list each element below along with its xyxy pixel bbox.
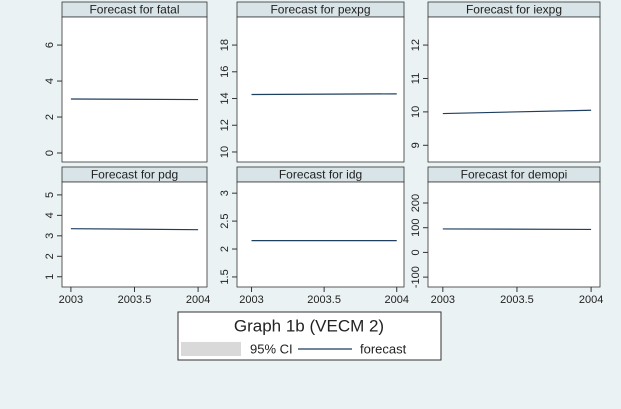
y-tick-label: 1 (44, 274, 56, 280)
y-tick-label: 10 (410, 106, 422, 118)
panel-title: Forecast for pexpg (270, 3, 370, 17)
y-tick-label: 5 (44, 192, 56, 198)
y-tick-label: 3 (44, 233, 56, 239)
forecast-line (251, 93, 397, 96)
panel-title: Forecast for demopi (461, 168, 568, 182)
plot-area (427, 181, 601, 288)
panel-title: Forecast for fatal (89, 3, 179, 17)
y-tick-label: 6 (44, 42, 56, 48)
y-tick-label: 1.5 (219, 269, 231, 284)
y-tick-label: 10 (219, 146, 231, 158)
y-tick-label: 2 (44, 114, 56, 120)
forecast-line (70, 228, 199, 231)
x-tick-label: 2003.5 (500, 294, 534, 306)
y-tick-label: 16 (219, 66, 231, 78)
y-tick-label: 4 (44, 212, 56, 218)
plot-area (427, 16, 601, 163)
legend-label: 95% CI (250, 341, 293, 356)
panel-title: Forecast for iexpg (466, 3, 562, 17)
x-tick-label: 2003.5 (307, 294, 341, 306)
x-tick-label: 2003 (431, 294, 455, 306)
y-tick-label: 2.5 (219, 213, 231, 228)
y-tick-label: 2 (219, 246, 231, 252)
x-tick-label: 2004 (186, 294, 210, 306)
panel-title: Forecast for idg (279, 168, 362, 182)
plot-area (236, 181, 405, 288)
graph-title: Graph 1b (VECM 2) (234, 316, 384, 335)
y-tick-label: 0 (44, 150, 56, 156)
forecast-line (442, 109, 592, 115)
y-tick-label: 3 (219, 190, 231, 196)
panel-title: Forecast for pdg (91, 168, 178, 182)
y-tick-label: 11 (410, 73, 422, 84)
x-tick-label: 2004 (579, 294, 603, 306)
x-tick-label: 2003 (239, 294, 263, 306)
y-tick-label: 100 (410, 219, 422, 237)
plot-area (61, 16, 208, 163)
y-tick-label: 12 (219, 119, 231, 131)
y-tick-label: 18 (219, 39, 231, 51)
x-tick-label: 2003.5 (118, 294, 152, 306)
y-tick-label: 2 (44, 253, 56, 259)
y-tick-label: 0 (410, 249, 422, 255)
y-tick-label: 200 (410, 194, 422, 212)
legend-swatch (181, 342, 241, 356)
legend-label: forecast (360, 341, 407, 356)
x-tick-label: 2003 (59, 294, 83, 306)
y-tick-label: 9 (410, 142, 422, 148)
y-tick-label: 12 (410, 39, 422, 51)
y-tick-label: -100 (410, 266, 422, 288)
y-tick-label: 4 (44, 78, 56, 84)
y-tick-label: 14 (219, 92, 231, 104)
x-tick-label: 2004 (384, 294, 408, 306)
plot-area (236, 16, 405, 163)
plot-area (61, 181, 208, 288)
forecast-line (70, 98, 199, 101)
